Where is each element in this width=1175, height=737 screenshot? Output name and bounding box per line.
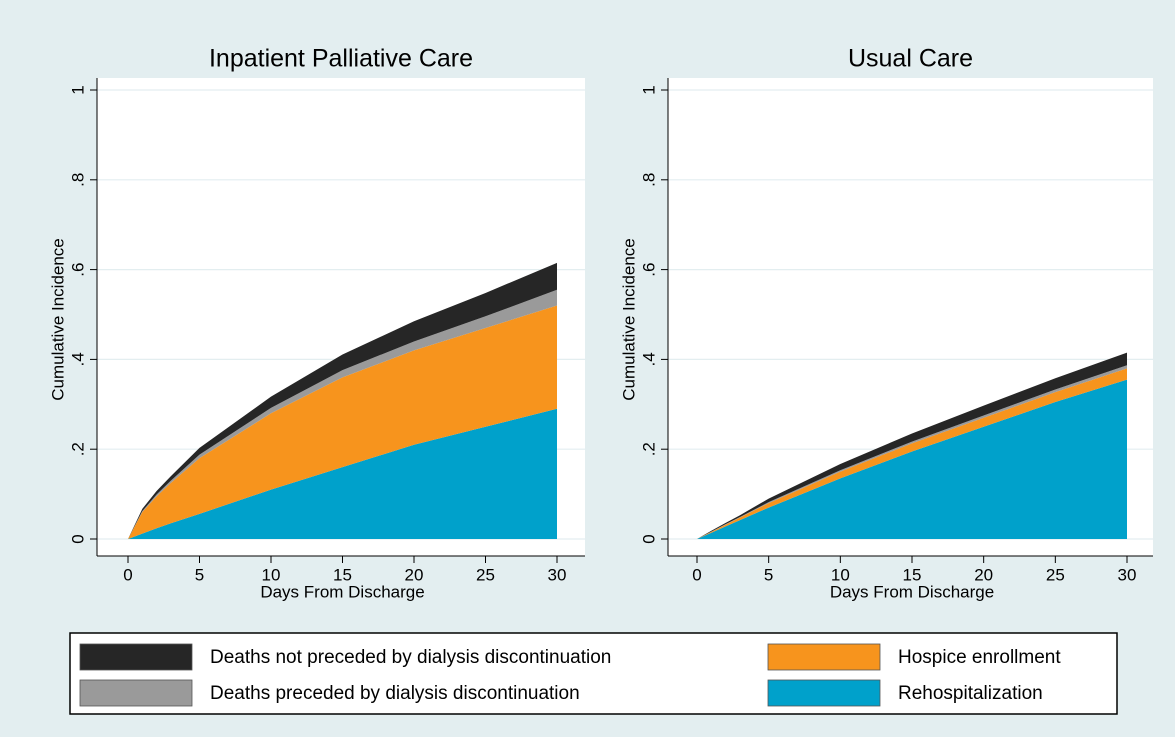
x-tick-label: 10: [831, 565, 850, 584]
x-tick-label: 0: [692, 565, 701, 584]
x-tick-label: 5: [764, 565, 773, 584]
chart-title: Usual Care: [848, 45, 973, 73]
area: [697, 379, 1127, 539]
y-axis-label: Cumulative Incidence: [619, 238, 638, 401]
legend-swatch: [79, 679, 193, 707]
y-tick-label: .4: [639, 352, 658, 366]
x-tick-label: 10: [262, 565, 281, 584]
y-tick-label: .6: [68, 263, 87, 277]
area: [128, 408, 557, 539]
x-tick-label: 30: [548, 565, 567, 584]
x-tick-label: 20: [974, 565, 993, 584]
legend-label: Deaths preceded by dialysis discontinuat…: [210, 683, 580, 704]
y-tick-label: .6: [639, 263, 658, 277]
x-tick-label: 0: [123, 565, 132, 584]
legend-swatch: [79, 643, 193, 671]
area: [697, 368, 1127, 539]
x-axis-label: Days From Discharge: [830, 582, 994, 601]
x-tick-label: 15: [333, 565, 352, 584]
x-tick-label: 5: [195, 565, 204, 584]
area: [128, 262, 557, 539]
y-tick-label: 1: [68, 85, 87, 94]
legend-label: Hospice enrollment: [898, 647, 1061, 668]
y-tick-label: .8: [68, 173, 87, 187]
area: [128, 305, 557, 539]
area: [128, 289, 557, 539]
x-tick-label: 20: [405, 565, 424, 584]
legend-label: Rehospitalization: [898, 683, 1043, 704]
y-tick-label: 0: [68, 534, 87, 543]
x-tick-label: 25: [476, 565, 495, 584]
x-tick-label: 25: [1046, 565, 1065, 584]
y-tick-label: .2: [639, 442, 658, 456]
x-tick-label: 30: [1118, 565, 1137, 584]
y-tick-label: .4: [68, 352, 87, 366]
y-tick-label: 0: [639, 534, 658, 543]
legend-swatch: [767, 643, 881, 671]
y-tick-label: 1: [639, 85, 658, 94]
y-tick-label: .8: [639, 173, 658, 187]
x-axis-label: Days From Discharge: [260, 582, 424, 601]
legend-swatch: [767, 679, 881, 707]
area: [697, 352, 1127, 539]
y-tick-label: .2: [68, 442, 87, 456]
legend-label: Deaths not preceded by dialysis disconti…: [210, 647, 611, 668]
x-tick-label: 15: [903, 565, 922, 584]
chart-title: Inpatient Palliative Care: [209, 45, 473, 73]
y-axis-label: Cumulative Incidence: [48, 238, 67, 401]
area: [697, 365, 1127, 539]
legend: [69, 632, 1118, 715]
